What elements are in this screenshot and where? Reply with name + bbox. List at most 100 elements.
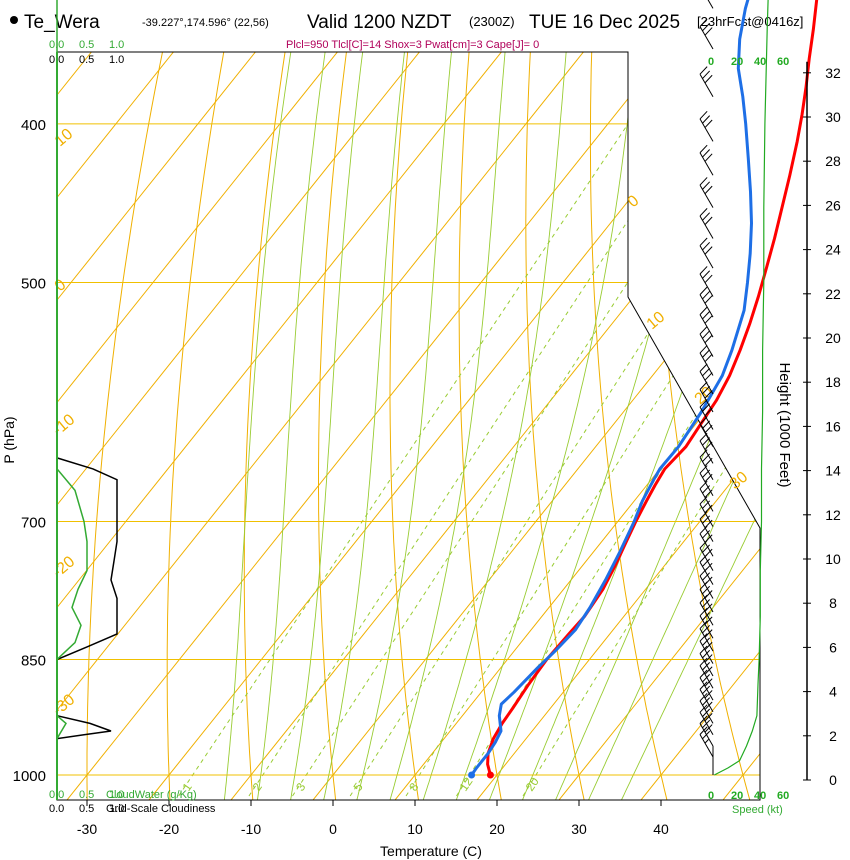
wind-speed-bottom-tick: 60 [777, 790, 789, 802]
wind-barb [699, 266, 714, 297]
mixing-ratio-2 [248, 123, 693, 797]
sounding-profiles [468, 0, 819, 779]
legend-cloudwater: CloudWater (g/Kg) [106, 789, 197, 801]
wind-speed-axis-title: Speed (kt) [732, 804, 783, 816]
cloud-bottom-tick-green: 0.5 [79, 789, 94, 801]
isotherm-30 [550, 52, 760, 800]
wind-speed-bottom-tick: 0 [708, 790, 714, 802]
wind-barb [699, 645, 714, 677]
dewpoint-line-surface-point [468, 771, 476, 779]
dry-adiabat-0 [318, 52, 395, 800]
x-axis-title: Temperature (C) [380, 843, 482, 859]
dry-adiabat--20 [166, 52, 286, 800]
wind-speed-top-tick: 40 [754, 56, 766, 68]
wind-barb [699, 66, 714, 97]
pressure-tick-label: 1000 [13, 768, 46, 785]
isotherm--80 [57, 52, 489, 800]
wind-barb [699, 607, 714, 639]
wind-barb [699, 633, 714, 664]
height-tick-label: 10 [825, 551, 841, 567]
dry-adiabat--10 [243, 52, 341, 800]
pressure-tick-label: 500 [21, 275, 46, 292]
height-tick-label: 32 [825, 65, 841, 81]
x-tick-label: -10 [241, 821, 261, 837]
wind-speed-bottom-tick: 20 [731, 790, 743, 802]
moist-adiabat-38 [616, 52, 760, 800]
x-tick-label: 40 [653, 821, 669, 837]
moist-adiabat-6 [354, 52, 491, 800]
wind-barb [699, 363, 714, 395]
moist-adiabat-14 [419, 52, 596, 800]
cloud-top-tick-green: 0.5 [79, 39, 94, 51]
station-dot-icon [10, 16, 18, 24]
wind-barb [699, 620, 714, 652]
height-tick-label: 26 [825, 197, 841, 213]
wind-barb [699, 715, 714, 747]
cloud-top-tick-green: 0.0 [49, 39, 64, 51]
height-tick-label: 18 [825, 374, 841, 390]
moist-adiabat--6 [255, 52, 366, 800]
moist-adiabat-26 [518, 52, 760, 800]
wind-barb [699, 18, 714, 50]
cloud-panel: 0.00.51.00.00.51.00.00.51.00.00.51.0 [49, 0, 124, 815]
wind-barb [699, 669, 714, 701]
isotherm-20 [468, 52, 760, 800]
height-tick-label: 22 [825, 286, 841, 302]
height-tick-label: 14 [825, 463, 841, 479]
wind-barb [699, 692, 714, 724]
wind-barb [699, 496, 714, 527]
temperature-line-surface-point [486, 771, 494, 779]
moist-adiabat--2 [288, 52, 411, 800]
mixing-ratio-1 [178, 123, 629, 797]
wind-barb [699, 657, 714, 689]
dry-adiabat--30 [86, 52, 232, 800]
cloudiness-line [56, 457, 118, 775]
dry-adiabat-40 [589, 52, 670, 800]
wind-barb [699, 704, 714, 736]
wind-barb [699, 286, 714, 318]
chart-axes: -30-20-100102030402503004005007008501000… [13, 52, 841, 837]
isotherm--30 [58, 52, 760, 800]
cloud-bottom-tick: 0.0 [49, 803, 64, 815]
wind-barb [699, 726, 714, 758]
wind-barb [699, 110, 714, 142]
height-tick-label: 30 [825, 109, 841, 125]
y-axis-title: P (hPa) [1, 416, 17, 463]
wind-barb [699, 326, 714, 357]
pressure-tick-label: 400 [21, 117, 46, 134]
height-tick-label: 20 [825, 330, 841, 346]
x-tick-label: -20 [159, 821, 179, 837]
wind-barb [699, 177, 714, 208]
cloud-bottom-tick: 0.5 [79, 803, 94, 815]
isotherm--40 [57, 52, 760, 800]
forecast-hour: [23hrFcst@0416z] [697, 14, 803, 29]
isotherm-10 [386, 52, 760, 800]
height-tick-label: 4 [829, 684, 837, 700]
cloud-top-tick-green: 1.0 [109, 39, 124, 51]
height-tick-label: 28 [825, 153, 841, 169]
forecast-date: TUE 16 Dec 2025 [529, 12, 680, 33]
dry-adiabat-10 [389, 52, 450, 800]
cloud-top-tick: 1.0 [109, 54, 124, 66]
wind-speed-top-tick: 20 [731, 56, 743, 68]
wind-barb [699, 681, 714, 713]
x-tick-label: 0 [329, 821, 337, 837]
wind-barbs [699, 0, 714, 775]
moist-adiabat-10 [386, 52, 539, 800]
wind-barb [699, 208, 714, 239]
wind-speed-top-tick: 0 [708, 56, 714, 68]
height-tick-label: 24 [825, 242, 841, 258]
pressure-tick-label: 700 [21, 515, 46, 532]
height-tick-label: 8 [829, 595, 837, 611]
sounding-params: Plcl=950 Tlcl[C]=14 Shox=3 Pwat[cm]=3 Ca… [286, 39, 539, 51]
wind-barb [699, 144, 714, 176]
x-tick-label: -30 [77, 821, 97, 837]
wind-barb [707, 0, 714, 9]
legend-cloudiness: Grid-Scale Cloudiness [106, 803, 216, 815]
wind-speed-top-tick: 60 [777, 56, 789, 68]
height-tick-label: 0 [829, 772, 837, 788]
cloudwater-line [56, 0, 88, 775]
temperature-line [486, 0, 819, 776]
